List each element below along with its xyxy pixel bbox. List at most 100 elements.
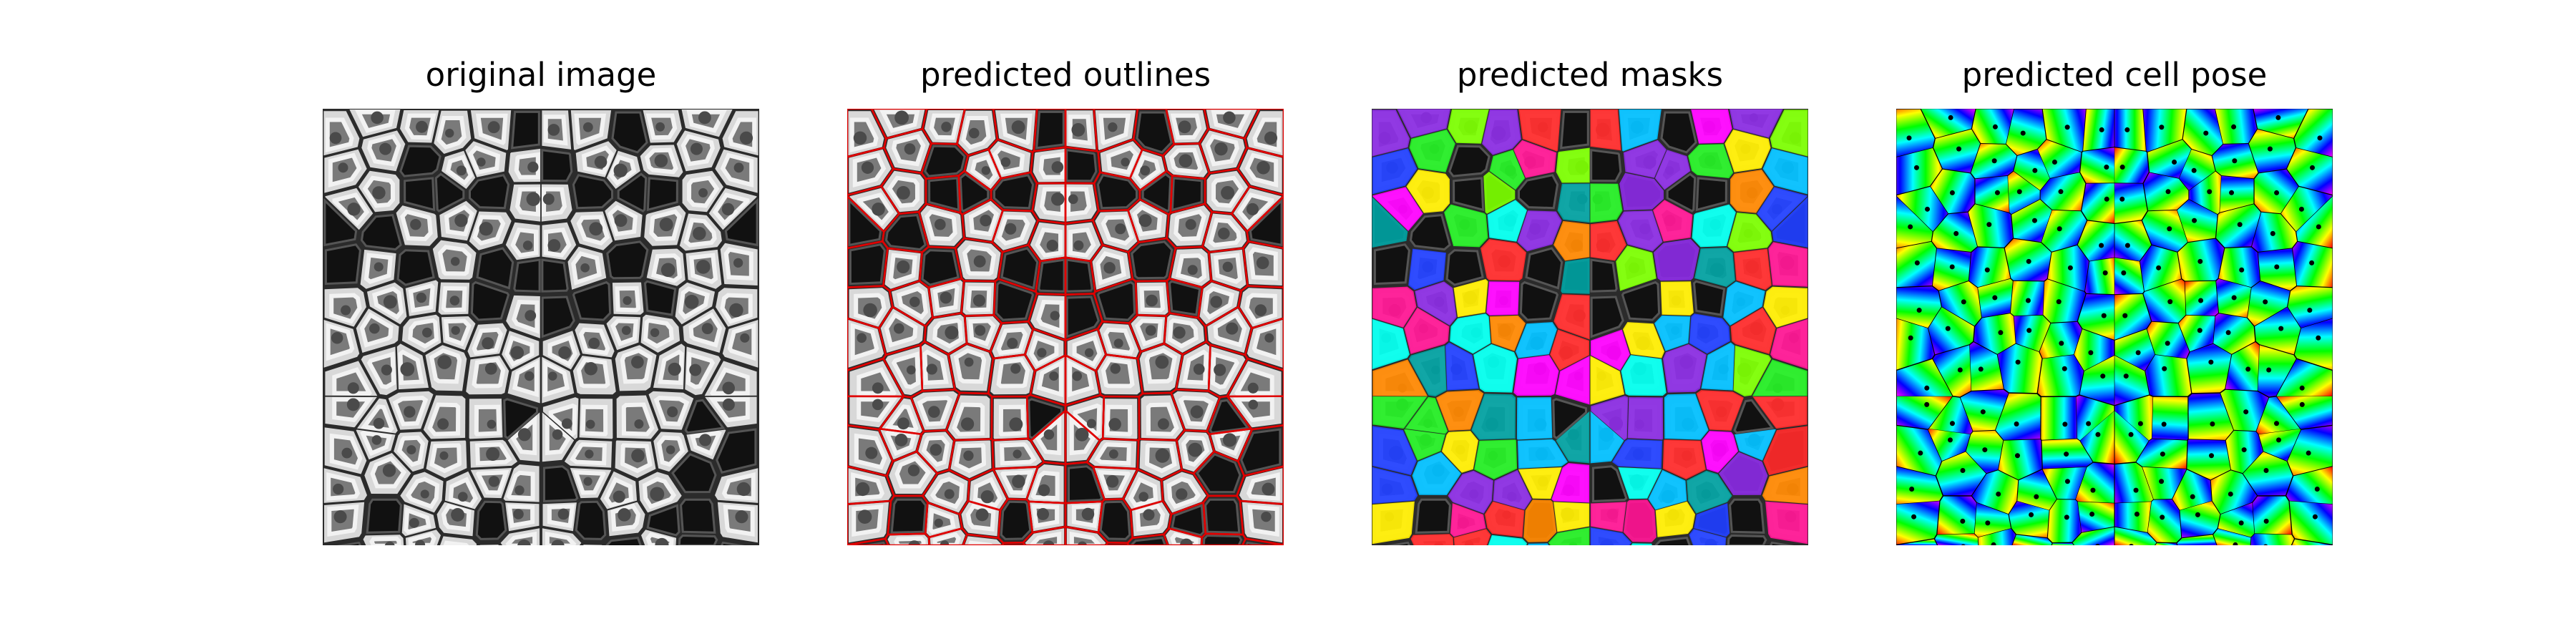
flow-center (2263, 544, 2268, 545)
flow-center (2191, 167, 2197, 173)
flow-center (2160, 514, 2165, 520)
original-cell (722, 320, 758, 368)
outline-bg-cell (957, 240, 1001, 280)
cell-mask (1590, 109, 1621, 151)
flow-cell (2114, 329, 2155, 371)
original-cell (325, 187, 374, 230)
cell-mask (1489, 150, 1526, 190)
cell-mask (1550, 329, 1589, 371)
flow-center (2225, 330, 2231, 336)
outline-bg-cell (1067, 397, 1103, 439)
original-cell (507, 412, 540, 462)
original-cell (356, 308, 399, 353)
flow-cell (2178, 315, 2215, 352)
flow-center (1909, 487, 1915, 492)
flow-cell (2114, 356, 2150, 405)
original-cell (640, 314, 680, 353)
flow-center (2238, 520, 2244, 526)
original-cell (469, 211, 512, 250)
flow-center (2104, 165, 2109, 170)
outline-bg-cell (1246, 111, 1283, 156)
cell-mask (1590, 502, 1626, 532)
outline-bg-cell (849, 243, 886, 286)
flow-center (1949, 264, 1955, 270)
cell-mask (1627, 397, 1664, 440)
original-cell (467, 323, 507, 358)
cell-mask (1654, 315, 1691, 351)
flow-center (2263, 299, 2268, 305)
flow-cell (1933, 129, 1981, 173)
flow-center (2026, 258, 2031, 264)
original-cell (715, 468, 758, 503)
outline-bg-cell (1067, 331, 1105, 370)
original-cell (439, 200, 477, 241)
outline-bg-cell (882, 398, 922, 434)
outline-bg-cell (1239, 149, 1282, 193)
flow-cell (2076, 462, 2114, 503)
cell-mask (1551, 463, 1590, 503)
flow-center (2231, 295, 2237, 301)
original-cell (423, 395, 466, 439)
original-cell (502, 331, 540, 370)
flow-center (2231, 124, 2237, 130)
original-cell (606, 240, 649, 280)
flow-center (2133, 487, 2139, 493)
flow-center (2156, 265, 2162, 270)
flow-center (1911, 514, 1917, 519)
mask-bg-cell (1592, 465, 1628, 502)
mask-bg-cell (1525, 247, 1563, 290)
flow-center (1956, 146, 1962, 152)
outline-bg-cell (1209, 346, 1246, 396)
original-cell (617, 172, 648, 213)
flow-center (2312, 514, 2318, 519)
outline-bg-cell (1210, 249, 1246, 289)
original-cell (361, 130, 406, 172)
flow-cell (2114, 183, 2147, 223)
cell-mask (1590, 183, 1623, 223)
outline-bg-cell (1239, 468, 1283, 503)
flow-center (2129, 543, 2134, 545)
flow-center (2090, 487, 2096, 493)
flow-cell (2253, 496, 2292, 535)
original-cell (541, 184, 572, 222)
cell-outline (1200, 532, 1247, 545)
flow-center (2192, 218, 2197, 223)
flow-center (2278, 326, 2284, 331)
original-cell (396, 205, 438, 246)
flow-center (1948, 114, 1953, 120)
flow-cell (2286, 467, 2333, 504)
cell-outline (1064, 525, 1109, 545)
cell-mask (1483, 171, 1516, 214)
flow-cell (2051, 543, 2074, 545)
flow-center (1991, 542, 1996, 545)
original-cell (325, 361, 378, 396)
original-cell (475, 500, 507, 540)
outline-bg-cell (1095, 211, 1138, 250)
outline-bg-cell (1168, 280, 1201, 316)
outline-bg-cell (1131, 150, 1165, 189)
outline-bg-cell (1202, 534, 1243, 545)
flow-cell (1896, 467, 1943, 504)
outline-bg-cell (1244, 243, 1282, 286)
cell-mask (1397, 109, 1451, 138)
flow-center (2034, 494, 2039, 499)
original-cell (616, 395, 659, 439)
flow-center (2029, 512, 2034, 517)
cell-outline (1163, 527, 1204, 545)
outline-bg-cell (887, 535, 929, 545)
flow-cell (2042, 109, 2086, 152)
original-cell (404, 177, 436, 212)
cell-mask (1621, 355, 1667, 396)
outline-bg-cell (1035, 110, 1065, 150)
flow-center (1908, 335, 1913, 341)
flow-center (2123, 374, 2129, 379)
flow-center (1984, 267, 1990, 273)
original-cell (324, 427, 367, 474)
flow-cell (2008, 171, 2040, 215)
flow-cell (2294, 318, 2333, 370)
cell-mask (1448, 109, 1489, 144)
flow-cell (1935, 534, 1979, 545)
flow-center (2310, 165, 2316, 170)
cell-mask (1372, 197, 1408, 248)
outline-bg-cell (1095, 110, 1136, 150)
